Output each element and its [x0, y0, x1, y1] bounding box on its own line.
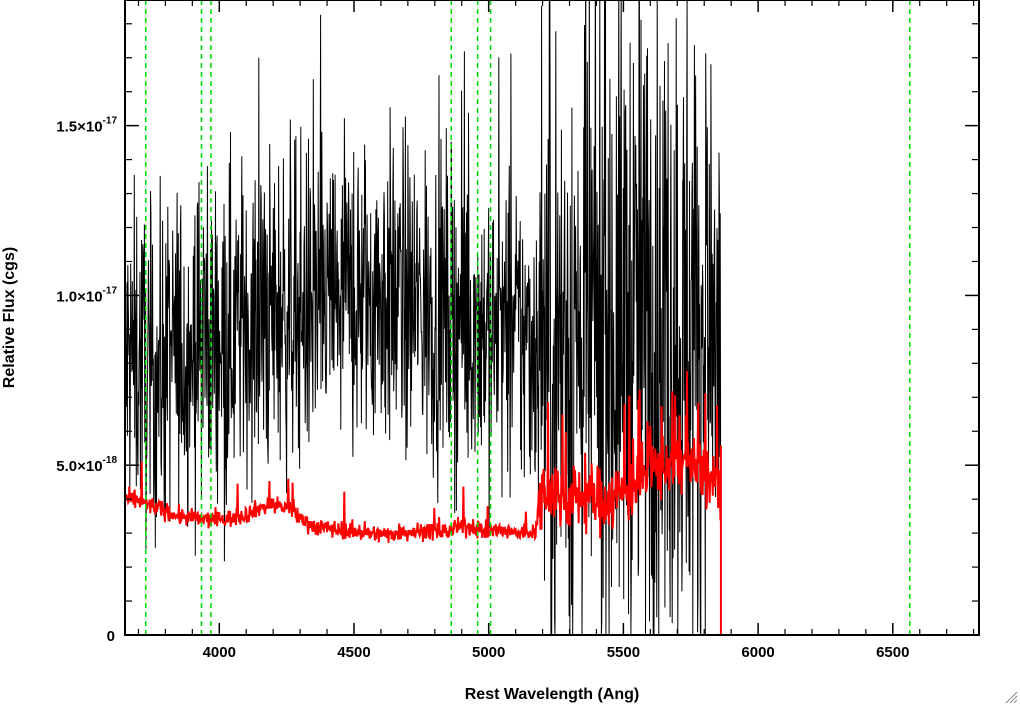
x-axis-label: Rest Wavelength (Ang): [465, 686, 640, 703]
plot-frame: [124, 0, 980, 636]
x-tick-label: 5000: [472, 644, 505, 661]
red-spectrum-series: [125, 371, 979, 635]
resize-grip-icon[interactable]: [1004, 690, 1018, 704]
y-tick-label: 0: [107, 628, 115, 645]
red-spectrum-line: [125, 371, 979, 635]
y-tick-label: 1.0×10-17: [56, 285, 117, 305]
y-tick-label: 5.0×10-18: [56, 455, 117, 475]
y-tick-label: 1.5×10-17: [56, 116, 117, 136]
x-tick-label: 6500: [876, 644, 909, 661]
black-spectrum-series: [125, 0, 722, 635]
y-axis-label: Relative Flux (cgs): [1, 247, 18, 388]
x-tick-label: 4000: [203, 644, 236, 661]
x-tick-label: 6000: [741, 644, 774, 661]
x-axis-ticks: 4000 4500 5000 5500 6000 6500: [137, 0, 975, 661]
y-axis-ticks: 0 5.0×10-18 1.0×10-17 1.5×10-17: [56, 23, 979, 645]
x-tick-label: 5500: [607, 644, 640, 661]
x-tick-label: 4500: [337, 644, 370, 661]
black-spectrum-line: [125, 0, 722, 635]
green-reference-lines: [144, 0, 911, 635]
